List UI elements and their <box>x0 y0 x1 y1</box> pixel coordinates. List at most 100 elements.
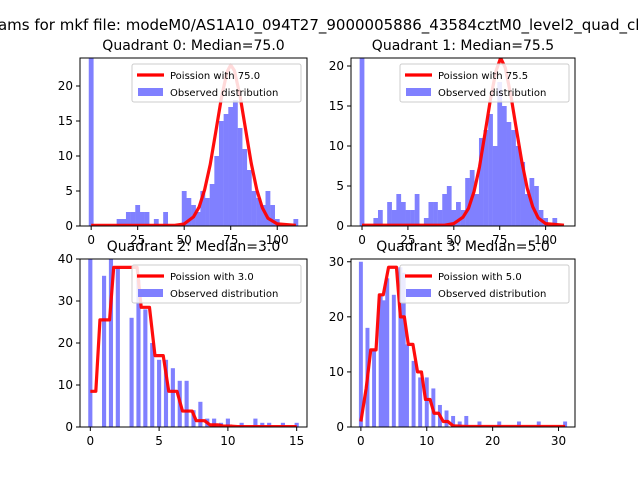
histogram-bar <box>359 58 365 226</box>
legend-box <box>399 63 570 103</box>
legend-box <box>131 264 302 304</box>
legend: Poission with 3.0 Observed distribution <box>131 264 302 304</box>
histogram-bar <box>232 100 238 226</box>
histogram-bar <box>237 128 243 226</box>
histogram-bar <box>260 422 265 427</box>
histogram-bar <box>163 212 169 226</box>
legend-bar-swatch <box>406 88 431 96</box>
legend: Poission with 5.0 Observed distribution <box>399 264 570 304</box>
histogram-bar <box>223 114 229 226</box>
histogram-bar <box>129 317 134 427</box>
y-tick-label: 10 <box>329 139 344 153</box>
subplot-quadrant-0: 0 25 50 75 100 0 5 10 15 20 Quadrant 0: Median=75.… <box>58 38 308 247</box>
y-tick-label: 20 <box>58 79 73 93</box>
histogram-bar <box>424 377 429 427</box>
y-tick-label: 5 <box>65 184 73 198</box>
legend: Poission with 75.5 Observed distribution <box>399 63 570 103</box>
histogram-bar <box>511 130 516 226</box>
histogram-bar <box>391 210 397 226</box>
histogram-bar <box>212 418 217 427</box>
histogram-bar <box>205 198 210 226</box>
legend-label-poisson: Poission with 5.0 <box>438 272 522 283</box>
y-tick-label: 30 <box>58 294 73 308</box>
y-tick-label: 10 <box>329 365 344 379</box>
histogram-bar <box>414 194 420 226</box>
plot-area <box>88 259 299 427</box>
histogram-bar <box>198 401 203 427</box>
axes-frame <box>79 57 308 227</box>
legend-label-poisson: Poission with 75.0 <box>170 71 260 82</box>
histogram-bar <box>242 149 248 226</box>
histogram-bar <box>396 194 402 226</box>
legend-label-observed: Observed distribution <box>170 289 278 300</box>
histogram-bar <box>524 194 530 226</box>
y-tick-label: 10 <box>58 149 73 163</box>
y-tick-label: 20 <box>329 59 344 73</box>
x-tick-label: 10 <box>419 434 434 448</box>
histogram-bar <box>108 259 114 427</box>
histogram-bar <box>209 184 215 226</box>
subplot-title: Quadrant 0: Median=75.0 <box>102 38 284 54</box>
histogram-bar <box>195 212 201 226</box>
histogram-bar <box>256 198 262 226</box>
histogram-bar <box>501 106 507 226</box>
histogram-bar <box>170 368 175 427</box>
histogram-bar <box>497 421 502 427</box>
histogram-bar <box>143 309 148 427</box>
histogram-bar <box>517 421 521 427</box>
y-tick-label: 0 <box>336 219 344 233</box>
legend-bar-swatch <box>138 289 163 297</box>
axes-frame <box>350 258 576 428</box>
histogram-bar <box>536 421 541 427</box>
y-tick-label: 5 <box>336 179 344 193</box>
plot-area <box>88 58 299 226</box>
histogram-bar <box>451 210 457 226</box>
y-tick-label: 15 <box>58 114 73 128</box>
histogram-bar <box>293 219 299 226</box>
histogram-bar <box>191 410 196 427</box>
histogram-bar <box>373 218 379 226</box>
histogram-bar <box>492 146 498 226</box>
histogram-bar <box>280 422 285 427</box>
y-tick-label: 15 <box>329 99 344 113</box>
histogram-bar <box>385 278 390 427</box>
histogram-bar <box>200 191 206 226</box>
histogram-bar <box>410 210 415 226</box>
legend-bar-swatch <box>406 289 431 297</box>
histogram-bar <box>163 359 169 427</box>
histogram-bar <box>497 82 503 226</box>
histogram-bar <box>457 421 462 427</box>
subplot-title: Quadrant 2: Median=3.0 <box>107 239 281 255</box>
histogram-bar <box>251 191 257 226</box>
histogram-bar <box>483 130 489 226</box>
legend-box <box>131 63 302 103</box>
x-tick-label: 20 <box>485 434 500 448</box>
y-tick-label: 0 <box>336 420 344 434</box>
histogram-bar <box>157 359 162 427</box>
x-tick-label: 0 <box>87 233 95 247</box>
histogram-bar <box>239 422 244 427</box>
histogram-bar <box>477 421 482 427</box>
plot-area <box>359 58 565 226</box>
histogram-bar <box>446 186 452 226</box>
x-tick-label: 100 <box>534 233 557 247</box>
histogram-bar <box>139 212 145 226</box>
histogram-bar <box>520 162 526 226</box>
histogram-bar <box>451 415 456 427</box>
histogram-bar <box>377 210 383 226</box>
legend-box <box>399 264 570 304</box>
subplot-quadrant-1: 0 25 50 75 100 0 5 10 15 20 Quadrant 1: Median=75.… <box>329 38 576 247</box>
y-tick-label: 20 <box>329 310 344 324</box>
histogram-bar <box>456 202 461 226</box>
histogram-bar <box>552 218 558 226</box>
axes-frame <box>350 57 576 227</box>
histogram-bar <box>506 122 512 226</box>
histogram-bar <box>387 202 392 226</box>
histogram-bar <box>401 272 406 427</box>
histogram-bar <box>186 198 192 226</box>
histogram-bar <box>474 194 480 226</box>
histogram-bar <box>515 146 521 226</box>
x-tick-label: 50 <box>177 233 192 247</box>
x-tick-label: 5 <box>155 434 163 448</box>
histogram-bar <box>428 202 434 226</box>
